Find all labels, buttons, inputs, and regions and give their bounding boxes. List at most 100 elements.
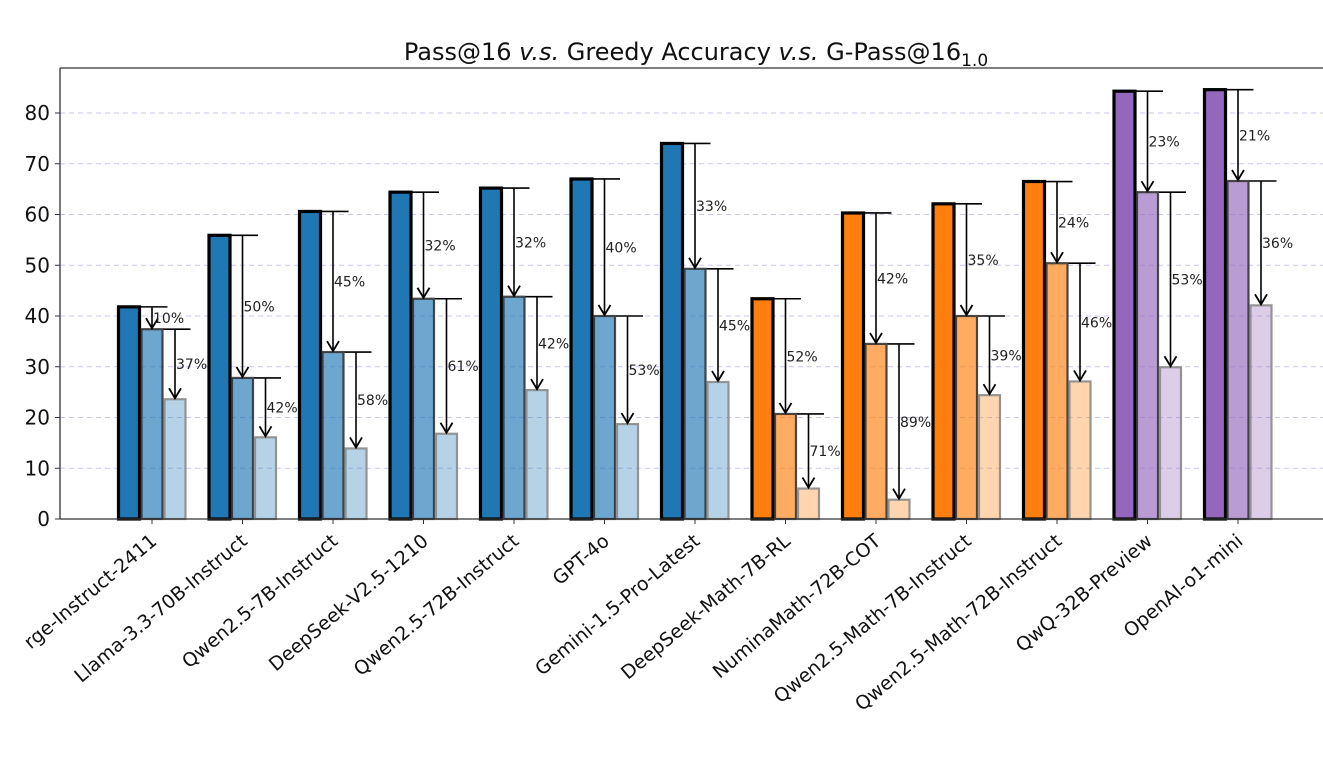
drop-arrow-head — [145, 317, 159, 330]
drop-percent-label: 61% — [448, 359, 479, 375]
bar-greedy — [954, 314, 979, 521]
drop-arrow-head — [711, 370, 725, 383]
drop-arrow-head — [258, 425, 273, 439]
bar-pass16 — [297, 209, 323, 521]
drop-arrow-head — [439, 422, 454, 435]
drop-arrow-head — [959, 304, 974, 317]
drop-arrows: 10% 37% 50% 42% 45% 58% 32% 61% 32% 42% 40% 53% 33% 4… — [140, 88, 1293, 501]
y-tick-label: 60 — [25, 203, 50, 227]
drop-percent-label: 32% — [425, 238, 456, 254]
chart-title: Pass@16 v.s. Greedy Accuracy v.s. G-Pass… — [404, 38, 988, 71]
bar-gpass16 — [163, 398, 187, 521]
y-tick-label: 30 — [25, 355, 50, 379]
bar-gpass16 — [253, 436, 278, 521]
drop-percent-label: 40% — [606, 240, 637, 256]
drop-percent-label: 37% — [176, 357, 207, 373]
y-axis-ticks: 0 10 20 30 40 50 60 70 80 — [25, 101, 60, 531]
drop-percent-label: 35% — [968, 253, 999, 269]
bar-pass16 — [116, 305, 142, 521]
bar-pass16 — [1021, 179, 1047, 521]
x-tick-label: GPT-4o — [549, 530, 614, 590]
bar-gpass16 — [1068, 380, 1092, 521]
x-tick-label: Qwen2.5-7B-Instruct — [178, 530, 342, 673]
bar-pass16 — [931, 202, 956, 521]
bar-gpass16 — [1249, 304, 1273, 521]
drop-arrow-head — [235, 366, 250, 379]
title-part: v.s. — [519, 38, 559, 66]
drop-arrow-head — [507, 285, 521, 298]
bar-gpass16 — [344, 447, 368, 521]
drop-percent-label: 58% — [357, 393, 388, 409]
drop-percent-label: 53% — [1172, 273, 1203, 289]
bar-gpass16 — [615, 422, 640, 521]
drop-arrow-head — [801, 477, 816, 490]
drop-arrow-head — [620, 412, 635, 425]
bars — [116, 88, 1273, 521]
x-tick-label: NuminaMath-72B-COT — [709, 530, 886, 683]
bar-greedy — [1226, 179, 1250, 521]
drop-percent-label: 39% — [991, 349, 1022, 365]
drop-percent-label: 71% — [810, 444, 841, 460]
bar-pass16 — [388, 190, 413, 521]
drop-arrow-head — [892, 488, 906, 501]
bar-greedy — [140, 328, 164, 521]
drop-arrow-head — [597, 304, 612, 317]
bar-pass16 — [659, 141, 685, 521]
bar-gpass16 — [796, 487, 821, 521]
drop-arrow-head — [349, 436, 363, 450]
y-tick-label: 40 — [25, 304, 50, 328]
bar-pass16 — [750, 297, 775, 521]
drop-percent-label: 10% — [153, 311, 184, 327]
drop-percent-label: 24% — [1058, 215, 1089, 231]
drop-percent-label: 21% — [1239, 128, 1270, 144]
drop-arrow-head — [1254, 293, 1268, 307]
bar-greedy — [592, 314, 617, 521]
drop-arrow-head — [1050, 251, 1064, 264]
drop-percent-label: 52% — [787, 349, 818, 365]
drop-arrow-head — [168, 387, 182, 400]
title-part: v.s. — [779, 38, 819, 66]
bar-gpass16 — [887, 498, 911, 521]
drop-percent-label: 33% — [696, 199, 727, 215]
x-tick-label: Qwen2.5-72B-Instruct — [350, 530, 524, 681]
y-tick-label: 80 — [25, 101, 50, 125]
drop-percent-label: 23% — [1149, 135, 1180, 151]
bar-pass16 — [569, 177, 594, 521]
drop-arrow-head — [1231, 169, 1245, 182]
drop-percent-label: 46% — [1081, 315, 1112, 331]
drop-arrow-head — [1163, 355, 1178, 369]
bar-greedy — [411, 297, 436, 521]
drop-percent-label: 36% — [1262, 236, 1293, 252]
drop-percent-label: 32% — [515, 235, 546, 251]
bar-gpass16 — [1158, 366, 1183, 521]
x-tick-label: Gemini-1.5-Pro-Latest — [531, 530, 704, 680]
title-part: 1.0 — [961, 51, 988, 71]
drop-arrow-head — [982, 383, 997, 396]
title-part: Pass@16 — [404, 38, 519, 66]
drop-arrow-head — [1073, 370, 1087, 383]
drop-percent-label: 89% — [900, 415, 931, 431]
drop-arrow-head — [778, 402, 793, 415]
bar-pass16 — [207, 233, 232, 521]
drop-percent-label: 42% — [877, 271, 908, 287]
x-axis-ticks: rge-Instruct-2411Llama-3.3-70B-InstructQ… — [20, 519, 1247, 716]
bar-pass16 — [1202, 88, 1228, 521]
bar-greedy — [321, 350, 345, 521]
bar-pass16 — [1112, 89, 1137, 521]
x-tick-label: Llama-3.3-70B-Instruct — [70, 530, 251, 687]
drop-arrow-head — [416, 287, 431, 300]
bar-greedy — [683, 267, 707, 521]
bar-pass16 — [478, 186, 504, 521]
x-tick-label: DeepSeek-Math-7B-RL — [617, 530, 795, 684]
bar-gpass16 — [706, 380, 730, 521]
bar-gpass16 — [977, 394, 1002, 521]
drop-arrow-head — [1140, 180, 1155, 193]
drop-percent-label: 50% — [244, 300, 275, 316]
x-tick-label: DeepSeek-V2.5-1210 — [265, 530, 433, 676]
bar-greedy — [230, 376, 255, 521]
y-tick-label: 0 — [37, 507, 50, 531]
drop-arrow-head — [869, 332, 883, 345]
bar-greedy — [1045, 262, 1069, 521]
y-tick-label: 20 — [25, 406, 50, 430]
drop-arrow-head — [530, 378, 544, 391]
